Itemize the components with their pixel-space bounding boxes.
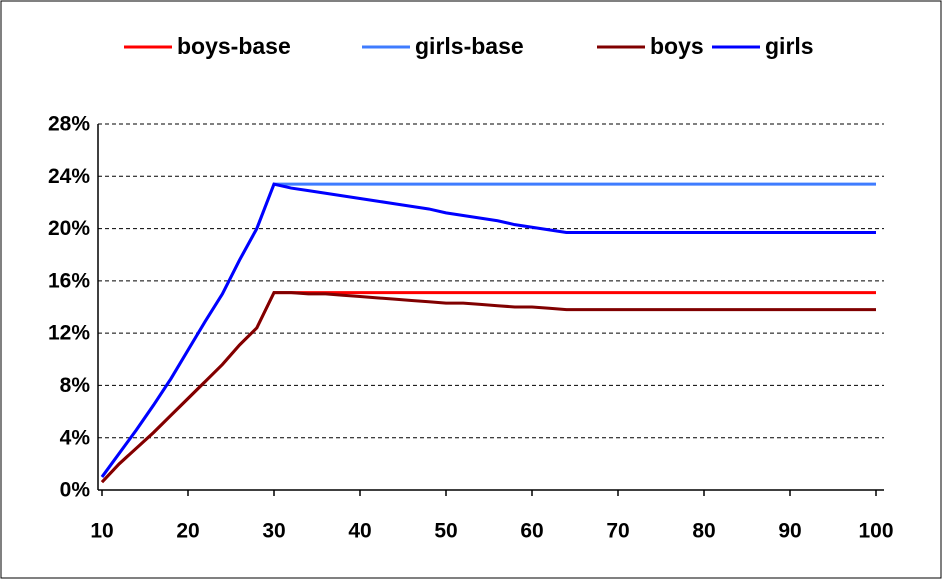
x-tick-label: 100 — [858, 520, 893, 543]
legend-label: girls-base — [415, 33, 524, 59]
legend-label: girls — [765, 33, 814, 59]
y-tick-label: 16% — [48, 269, 90, 292]
x-tick-label: 80 — [692, 520, 715, 543]
x-tick-label: 90 — [778, 520, 801, 543]
series-line — [100, 291, 876, 484]
x-tick-label: 60 — [520, 520, 543, 543]
x-tick-label: 10 — [90, 520, 113, 543]
x-tick-label: 70 — [606, 520, 629, 543]
y-tick-label: 0% — [60, 479, 91, 502]
x-tick-label: 30 — [262, 520, 285, 543]
y-tick-label: 24% — [48, 165, 90, 188]
y-tick-label: 20% — [48, 217, 90, 240]
y-tick-label: 28% — [48, 113, 90, 136]
legend-label: boys — [650, 33, 704, 59]
y-tick-label: 4% — [60, 426, 91, 449]
x-tick-label: 50 — [434, 520, 457, 543]
y-tick-label: 12% — [48, 322, 90, 345]
legend-label: boys-base — [177, 33, 291, 59]
x-tick-label: 40 — [348, 520, 371, 543]
series-line — [100, 182, 876, 478]
y-tick-label: 8% — [60, 374, 91, 397]
x-tick-label: 20 — [176, 520, 199, 543]
